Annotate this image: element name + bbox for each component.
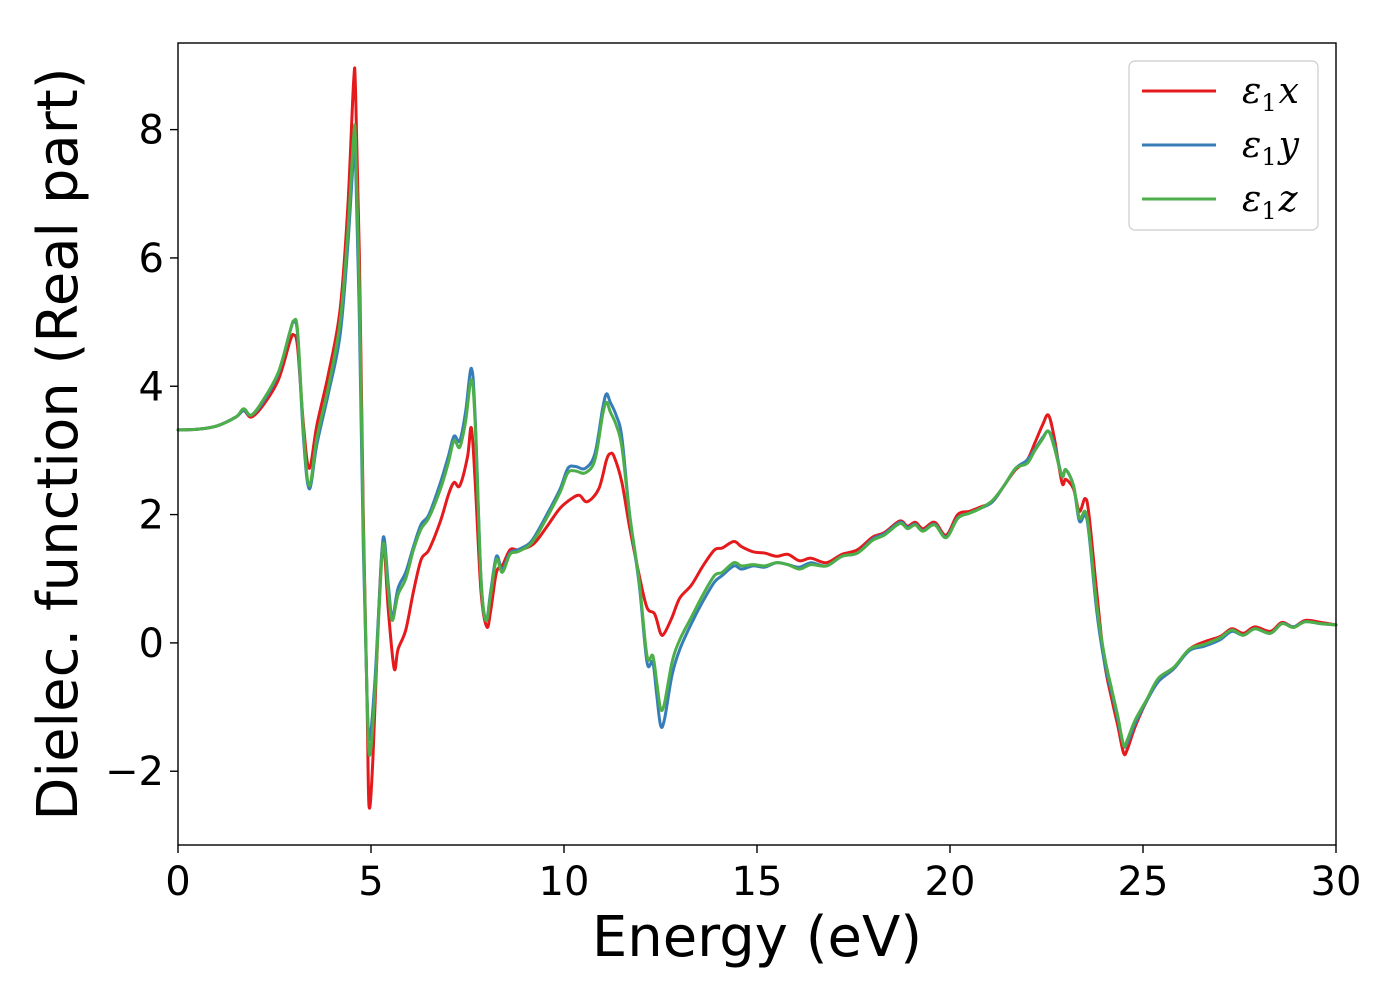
y-tick-label: 2 (139, 493, 164, 539)
y-tick-label: 4 (139, 364, 164, 410)
y-axis-ticks: −2 0 2 4 6 8 (105, 108, 178, 795)
y-tick-label: 8 (139, 108, 164, 154)
legend-label-x: ε1x (1242, 71, 1299, 117)
x-tick-label: 20 (925, 859, 976, 905)
x-tick-label: 0 (165, 859, 190, 905)
x-tick-label: 10 (539, 859, 590, 905)
x-tick-label: 5 (358, 859, 383, 905)
x-tick-label: 30 (1311, 859, 1362, 905)
y-axis-title: Dielec. function (Real part) (26, 67, 91, 820)
legend-label-z: ε1z (1242, 179, 1299, 225)
x-axis-ticks: 0 5 10 15 20 25 30 (165, 845, 1361, 905)
series-lines (176, 66, 1338, 810)
y-tick-label: 0 (139, 621, 164, 667)
legend-entries: ε1x ε1y ε1z (1142, 71, 1300, 225)
y-tick-label: −2 (105, 749, 164, 795)
series-line-3 (176, 123, 1338, 757)
y-tick-label: 6 (139, 236, 164, 282)
legend-frame (1128, 60, 1319, 231)
legend-label-y: ε1y (1242, 125, 1300, 171)
legend: ε1x ε1y ε1z (1128, 60, 1319, 231)
x-axis-title: Energy (eV) (592, 905, 922, 970)
x-tick-label: 25 (1118, 859, 1169, 905)
x-tick-label: 15 (732, 859, 783, 905)
